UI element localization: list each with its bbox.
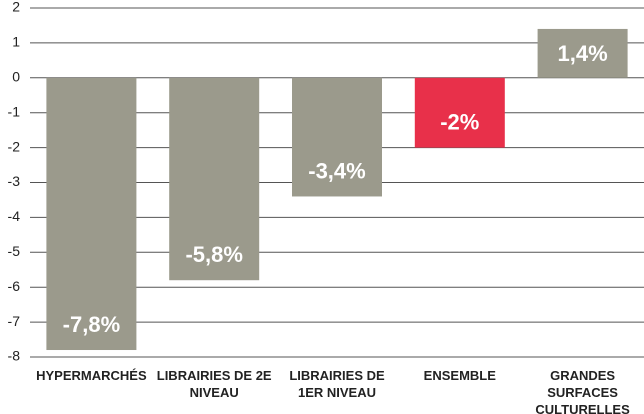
bar: [46, 77, 137, 351]
y-tick-label: -4: [8, 208, 21, 224]
bar: [537, 28, 628, 78]
bar: [414, 77, 505, 148]
y-tick-label: 1: [12, 34, 20, 50]
y-tick-label: -6: [8, 278, 21, 294]
value-label: -3,4%: [308, 158, 365, 183]
bar: [292, 77, 382, 197]
y-tick-label: -8: [8, 348, 21, 364]
x-tick-label: LIBRAIRIES DE 1ER NIVEAU: [289, 368, 385, 400]
y-tick-label: -2: [8, 138, 21, 154]
y-tick-label: -3: [8, 173, 21, 189]
x-tick-label: GRANDES SURFACES CULTURELLES: [535, 368, 630, 414]
bar: [169, 77, 260, 281]
x-tick-label: ENSEMBLE: [423, 368, 496, 383]
y-tick-label: -1: [8, 103, 21, 119]
y-tick-label: 0: [12, 69, 20, 85]
value-label: -5,8%: [185, 242, 242, 267]
x-tick-label: HYPERMARCHÉS: [36, 368, 147, 383]
x-tick-label: LIBRAIRIES DE 2E NIVEAU: [156, 368, 272, 400]
value-label: 1,4%: [558, 41, 608, 66]
y-tick-label: 2: [12, 0, 20, 15]
y-tick-label: -7: [8, 313, 21, 329]
y-tick-label: -5: [8, 243, 21, 259]
value-label: -7,8%: [63, 312, 120, 337]
value-label: -2%: [440, 109, 479, 134]
